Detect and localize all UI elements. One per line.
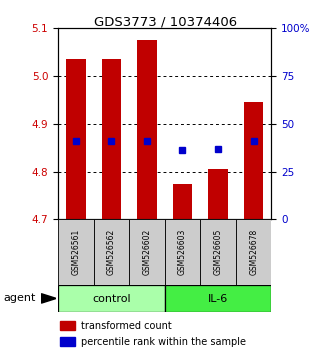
Text: GSM526603: GSM526603	[178, 229, 187, 275]
FancyBboxPatch shape	[200, 219, 236, 285]
Bar	[244, 102, 263, 219]
Bar	[60, 321, 75, 330]
Text: control: control	[92, 293, 131, 304]
Text: GSM526562: GSM526562	[107, 229, 116, 275]
Bar	[102, 59, 121, 219]
Text: GSM526602: GSM526602	[142, 229, 151, 275]
Text: IL-6: IL-6	[208, 293, 228, 304]
Text: transformed count: transformed count	[81, 321, 172, 331]
FancyBboxPatch shape	[165, 285, 271, 312]
Text: GSM526561: GSM526561	[71, 229, 80, 275]
Text: agent: agent	[3, 293, 36, 303]
FancyBboxPatch shape	[165, 219, 200, 285]
Bar	[66, 59, 85, 219]
Text: percentile rank within the sample: percentile rank within the sample	[81, 337, 246, 347]
Bar	[60, 337, 75, 346]
FancyBboxPatch shape	[93, 219, 129, 285]
FancyBboxPatch shape	[236, 219, 271, 285]
Bar	[208, 169, 228, 219]
Bar	[173, 184, 192, 219]
Bar	[137, 40, 157, 219]
Polygon shape	[41, 294, 56, 303]
Text: GSM526605: GSM526605	[213, 229, 222, 275]
FancyBboxPatch shape	[129, 219, 165, 285]
FancyBboxPatch shape	[58, 219, 93, 285]
Text: GSM526678: GSM526678	[249, 229, 258, 275]
Text: GDS3773 / 10374406: GDS3773 / 10374406	[94, 16, 237, 29]
FancyBboxPatch shape	[58, 285, 165, 312]
